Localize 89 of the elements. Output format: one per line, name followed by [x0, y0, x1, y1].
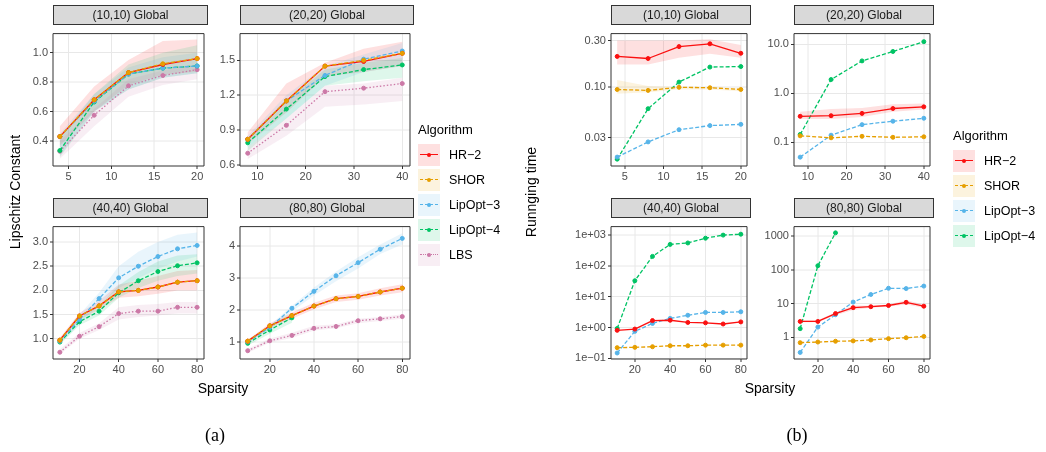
x-tick-label: 5 [621, 169, 628, 182]
y-tick-label: 0.4 [32, 134, 48, 147]
y-tick-label: 0.30 [584, 33, 606, 46]
y-tick-label: 1 [228, 334, 235, 347]
x-tick-label: 15 [148, 169, 161, 182]
x-tick-label: 80 [734, 362, 747, 375]
chart-title: (10,10) Global [53, 5, 208, 25]
y-tick-label: 0.10 [584, 79, 606, 92]
y-tick-label: 10.0 [767, 37, 789, 50]
y-tick-label: 0.6 [219, 157, 235, 170]
x-tick-label: 40 [664, 362, 677, 375]
x-tick-label: 10 [105, 169, 118, 182]
x-tick-label: 20 [840, 169, 853, 182]
x-tick-label: 30 [879, 169, 892, 182]
y-tick-label: 3 [228, 271, 235, 283]
x-tick-label: 40 [112, 362, 125, 375]
y-tick-label: 2.0 [32, 283, 48, 296]
x-tick-label: 10 [657, 169, 670, 182]
x-tick-label: 5 [65, 169, 72, 182]
text: (b) [786, 424, 808, 446]
x-tick-label: 20 [734, 169, 747, 182]
x-tick-label: 80 [191, 362, 204, 375]
x-tick-label: 10 [801, 169, 815, 182]
x-tick-label: 20 [628, 362, 641, 375]
x-tick-label: 80 [396, 362, 409, 375]
legend-label: HR−2 [449, 147, 482, 162]
y-tick-label: 1e+00 [575, 320, 606, 333]
y-tick-label: 1.2 [219, 88, 235, 101]
x-tick-label: 20 [73, 362, 86, 375]
y-tick-label: 1e+03 [575, 228, 606, 241]
x-tick-label: 15 [696, 169, 709, 182]
y-tick-label: 1e+02 [575, 258, 606, 271]
legend-label: LipOpt−4 [984, 228, 1036, 243]
y-tick-label: 100 [770, 262, 789, 275]
y-tick-label: 1.5 [32, 307, 48, 320]
y-tick-label: 1.5 [219, 53, 235, 66]
y-tick-label: 1.0 [32, 331, 48, 344]
x-tick-label: 20 [299, 169, 312, 182]
y-axis-title: Lipschitz Constant [7, 134, 23, 250]
x-tick-label: 40 [307, 362, 321, 375]
y-tick-label: 10 [776, 296, 789, 309]
chart-title: (40,40) Global [611, 198, 751, 218]
x-tick-label: 80 [917, 362, 930, 375]
legend-title: Algorithm [953, 128, 1009, 143]
y-tick-label: 0.6 [32, 104, 48, 117]
x-tick-label: 40 [847, 362, 860, 375]
chart-title: (40,40) Global [53, 198, 208, 218]
y-tick-label: 1.0 [32, 45, 48, 58]
y-tick-label: 0.9 [219, 123, 235, 136]
chart-title: (20,20) Global [240, 5, 414, 25]
chart-title: (80,80) Global [240, 198, 414, 218]
legend-label: SHOR [984, 178, 1021, 193]
y-tick-label: 1e+01 [575, 289, 606, 302]
chart-title: (10,10) Global [611, 5, 751, 25]
y-tick-label: 1.0 [773, 86, 789, 99]
x-tick-label: 60 [699, 362, 712, 375]
y-tick-label: 4 [228, 239, 235, 252]
y-tick-label: 1 [782, 330, 789, 343]
x-tick-label: 20 [811, 362, 824, 375]
x-tick-label: 60 [351, 362, 365, 375]
x-tick-label: 10 [251, 169, 264, 182]
chart-title: (20,20) Global [794, 5, 934, 25]
x-axis-title: Sparsity [197, 380, 249, 396]
legend-label: LipOpt−3 [984, 203, 1036, 218]
x-tick-label: 20 [263, 362, 276, 375]
legend-label: LipOpt−3 [449, 197, 501, 212]
y-tick-label: 0.8 [32, 75, 48, 88]
y-tick-label: 1e−01 [575, 351, 606, 364]
x-tick-label: 60 [151, 362, 165, 375]
legend-label: SHOR [449, 172, 486, 187]
legend-label: LBS [449, 247, 473, 262]
y-tick-label: 2 [228, 302, 235, 315]
x-axis-title: Sparsity [744, 380, 796, 396]
y-tick-label: 0.03 [584, 130, 606, 143]
chart-title: (80,80) Global [794, 198, 934, 218]
x-tick-label: 40 [396, 169, 409, 182]
y-tick-label: 2.5 [32, 259, 48, 272]
legend-label: HR−2 [984, 153, 1017, 168]
x-tick-label: 40 [917, 169, 930, 182]
text: (a) [205, 424, 225, 446]
x-tick-label: 60 [882, 362, 895, 375]
y-tick-label: 1000 [764, 229, 789, 242]
y-tick-label: 0.1 [773, 135, 789, 148]
y-axis-title: Runnging time [523, 146, 539, 238]
x-tick-label: 20 [191, 169, 204, 182]
x-tick-label: 30 [347, 169, 361, 182]
legend-title: Algorithm [418, 122, 474, 137]
legend-label: LipOpt−4 [449, 222, 501, 237]
y-tick-label: 3.0 [32, 235, 48, 248]
